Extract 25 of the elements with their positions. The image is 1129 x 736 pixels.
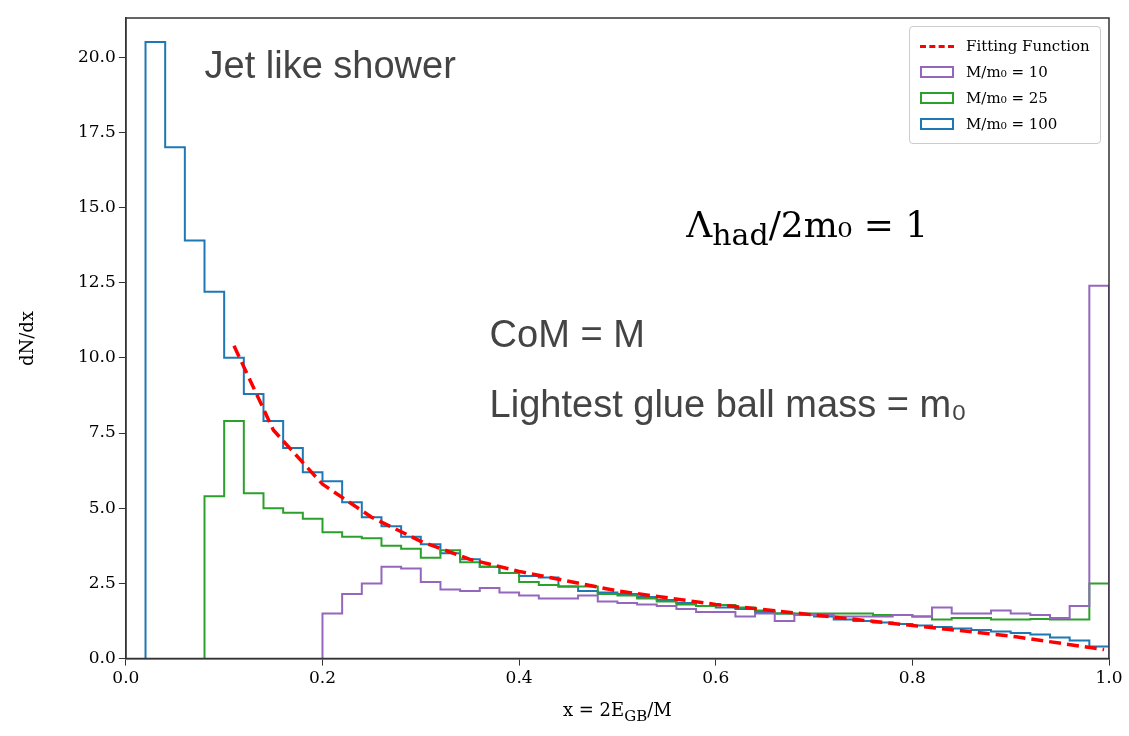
y-tick-label: 10.0 <box>77 346 116 367</box>
x-tick-label: 0.8 <box>898 667 926 688</box>
y-tick-label: 2.5 <box>88 571 116 592</box>
annotation: Λ$_{had}$/2m₀ = 1 <box>686 203 929 252</box>
y-tick-label: 15.0 <box>77 195 116 216</box>
x-tick-label: 0.0 <box>112 667 140 688</box>
annotation: Jet like shower <box>204 43 456 87</box>
y-tick-label: 12.5 <box>77 271 116 292</box>
y-tick-label: 7.5 <box>88 421 116 442</box>
x-tick-label: 1.0 <box>1095 667 1123 688</box>
annotation: CoM = M <box>489 312 645 356</box>
annotation: Lightest glue ball mass = m₀ <box>489 383 967 427</box>
x-tick-label: 0.2 <box>308 667 336 688</box>
legend-label: M/m₀ = 25 <box>966 89 1048 107</box>
legend-label: M/m₀ = 100 <box>966 115 1058 133</box>
y-tick-label: 0.0 <box>88 647 116 668</box>
legend-label: M/m₀ = 10 <box>966 63 1048 81</box>
x-axis-title: x = 2E$_{GB}$/M <box>562 698 672 725</box>
legend-label: Fitting Function <box>966 37 1090 55</box>
y-tick-label: 17.5 <box>77 120 116 141</box>
y-tick-label: 5.0 <box>88 496 116 517</box>
y-axis-title: dN/dx <box>15 310 37 366</box>
x-tick-label: 0.6 <box>702 667 730 688</box>
x-tick-label: 0.4 <box>505 667 533 688</box>
y-tick-label: 20.0 <box>77 45 116 66</box>
